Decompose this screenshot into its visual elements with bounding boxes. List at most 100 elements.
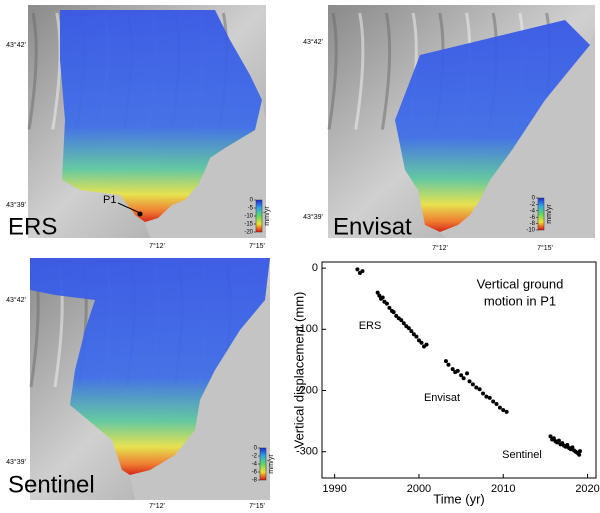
colorbar-tick-label: -4 (252, 462, 258, 468)
colorbar-unit: mm/yr (546, 204, 553, 224)
point (377, 293, 382, 298)
y-tick-label: -300 (296, 446, 318, 458)
point (477, 387, 482, 392)
annotation: ERS (359, 320, 382, 332)
panel-label: Sentinel (8, 471, 95, 498)
point (424, 342, 429, 347)
lon-label: 7°12' (149, 502, 165, 510)
point (443, 359, 448, 364)
y-tick-label: -200 (296, 384, 318, 396)
lon-label: 7°15' (537, 244, 553, 252)
deformation-map (395, 20, 590, 232)
colorbar-unit: mm/yr (264, 206, 271, 226)
lon-label: 7°15' (249, 242, 265, 250)
point (565, 442, 570, 447)
lat-label: 43°42' (6, 296, 26, 304)
y-tick-label: -100 (296, 323, 318, 335)
point (360, 269, 365, 274)
point (504, 409, 509, 414)
point (459, 373, 464, 378)
lat-label: 43°42' (303, 38, 323, 46)
point (484, 394, 489, 399)
x-tick-label: 1990 (322, 483, 346, 495)
point (137, 211, 143, 217)
colorbar-tick-label: 0 (250, 198, 254, 204)
point (419, 340, 424, 345)
point (450, 367, 455, 372)
deformation-map (60, 10, 262, 222)
lat-label: 43°39' (6, 458, 26, 466)
x-tick-label: 2000 (407, 483, 431, 495)
point (465, 371, 470, 376)
colorbar-tick-label: -5 (248, 206, 254, 212)
sea (130, 290, 270, 500)
lat-label: 43°39' (6, 201, 26, 209)
point-label: P1 (103, 194, 116, 206)
colorbar-tick-label: -6 (252, 470, 258, 476)
colorbar-tick-label: 0 (532, 196, 536, 202)
sea (145, 100, 266, 238)
chart-title: motion in P1 (484, 293, 556, 308)
relief (27, 12, 38, 130)
y-axis-label: Vertical displacement (mm) (291, 292, 306, 449)
point (380, 295, 385, 300)
colorbar-tick-label: -15 (244, 222, 253, 228)
point (406, 326, 411, 331)
relief (51, 12, 62, 130)
annotation: Envisat (424, 392, 460, 404)
lon-label: 7°15' (249, 502, 265, 510)
sea (440, 30, 595, 238)
point (409, 329, 414, 334)
point (384, 301, 389, 306)
colorbar-tick-label: -2 (252, 454, 258, 460)
panel-label: Envisat (333, 213, 412, 240)
lon-label: 7°12' (149, 242, 165, 250)
point (416, 338, 421, 343)
point (446, 362, 451, 367)
lat-label: 43°42' (6, 41, 26, 49)
point (577, 449, 582, 454)
x-tick-label: 2020 (575, 483, 599, 495)
pointer (117, 202, 141, 214)
plot-frame (321, 261, 597, 479)
point (570, 445, 575, 450)
point (474, 385, 479, 390)
point (375, 290, 380, 295)
colorbar-tick-label: -8 (252, 478, 258, 484)
point (487, 395, 492, 400)
scatter-chart: 1990 2000 2010 2020 0 -100 -200 -300 Time (yr) Ve… (291, 261, 600, 506)
point (387, 305, 392, 310)
colorbar-tick-label: -10 (244, 214, 253, 220)
point (497, 405, 502, 410)
relief (354, 12, 365, 130)
relief (380, 12, 392, 130)
point (467, 379, 472, 384)
point (470, 382, 475, 387)
colorbar-unit: mm/yr (268, 454, 275, 474)
colorbar-tick-label: -2 (530, 202, 536, 208)
point (394, 313, 399, 318)
colorbar-tick-label: -6 (530, 215, 536, 221)
colorbar (255, 199, 263, 233)
chart-title: Vertical ground (477, 276, 564, 291)
x-axis-label: Time (yr) (433, 491, 485, 506)
point (355, 267, 360, 272)
point (577, 452, 582, 457)
point (461, 376, 466, 381)
relief (327, 12, 338, 130)
colorbar-tick-label: -8 (530, 221, 536, 227)
y-tick-label: 0 (312, 262, 318, 274)
colorbar (259, 447, 267, 481)
point (411, 332, 416, 337)
point (401, 321, 406, 326)
colorbar (537, 197, 545, 231)
x-tick-label: 2010 (491, 483, 515, 495)
panel-label: ERS (8, 213, 57, 240)
point (455, 368, 460, 373)
point (491, 399, 496, 404)
deformation-map (30, 258, 270, 475)
point (556, 438, 561, 443)
colorbar-tick-label: -10 (526, 228, 535, 234)
